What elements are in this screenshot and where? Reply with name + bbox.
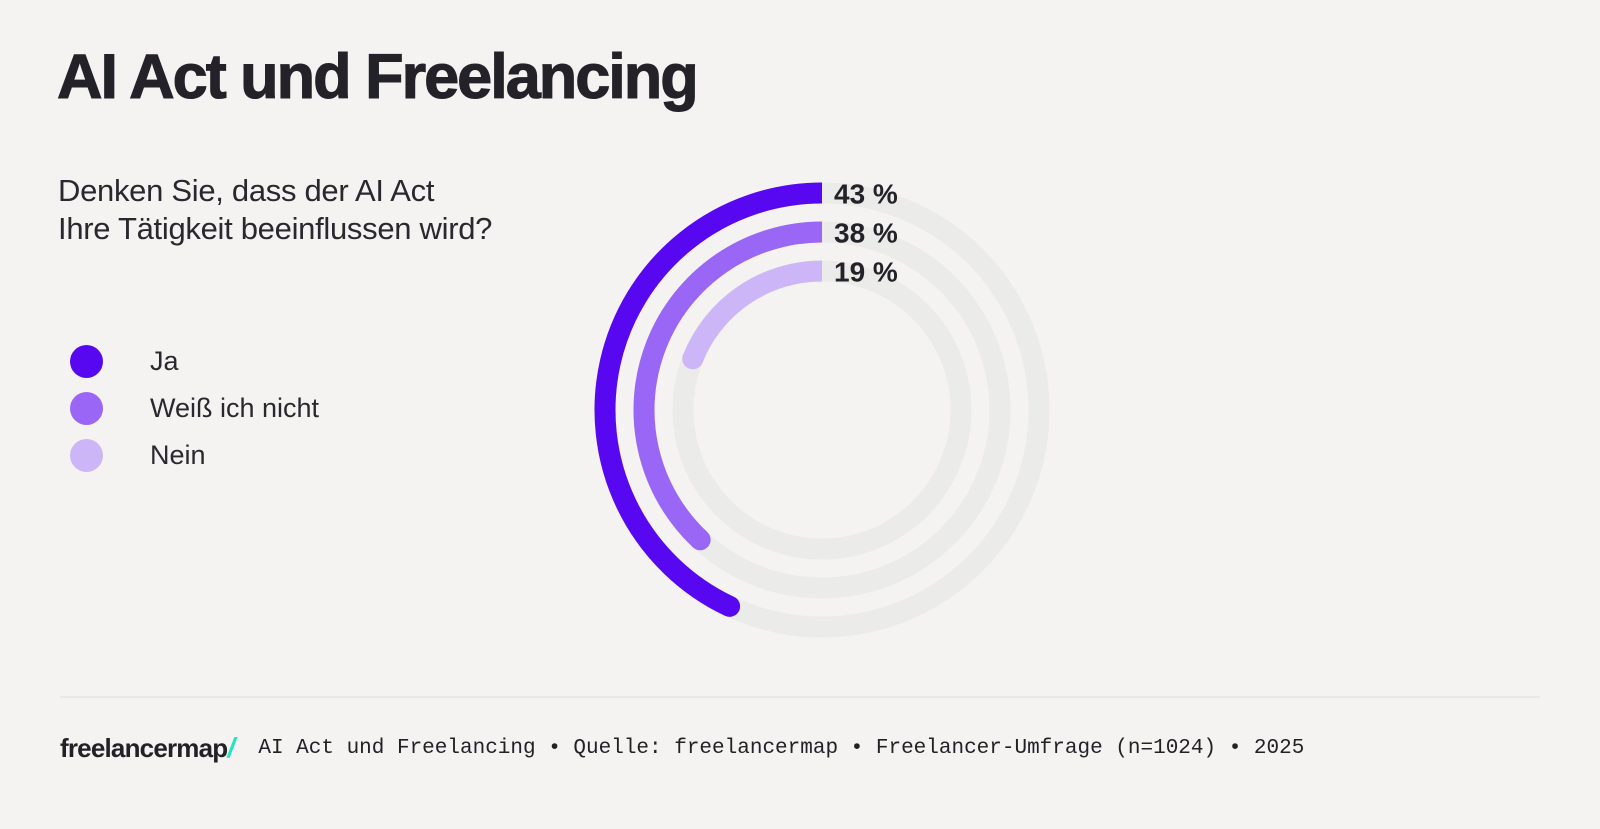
legend-dot	[70, 392, 103, 425]
legend-item: Nein	[70, 439, 319, 472]
freelancermap-logo: freelancermap/	[60, 732, 235, 764]
chart-value-label-ja: 43 %	[834, 179, 898, 210]
chart-arc-cap-wei-ich-nicht	[689, 529, 711, 551]
legend-item: Weiß ich nicht	[70, 392, 319, 425]
chart-value-label-nein: 19 %	[834, 257, 898, 288]
legend-item: Ja	[70, 345, 319, 378]
chart-arc-nein	[682, 260, 823, 363]
legend-label: Weiß ich nicht	[150, 393, 320, 423]
page-title: AI Act und Freelancing	[56, 42, 699, 112]
chart-arc-ja	[594, 182, 823, 616]
source-text: AI Act und Freelancing • Quelle: freelan…	[258, 736, 1305, 760]
chart-arc-cap-ja	[719, 595, 741, 617]
legend-dot	[70, 439, 103, 472]
logo-text: freelancermap	[60, 733, 228, 763]
survey-question: Denken Sie, dass der AI Act Ihre Tätigke…	[58, 172, 492, 248]
survey-question-line1: Denken Sie, dass der AI Act	[58, 173, 435, 208]
chart-legend: Ja Weiß ich nicht Nein	[70, 345, 319, 472]
radial-chart: 43 % 38 % 19 %	[594, 179, 1050, 638]
logo-slash-icon: /	[227, 732, 235, 763]
footer-divider	[60, 696, 1540, 698]
footer: freelancermap/ AI Act und Freelancing • …	[60, 728, 1304, 768]
chart-arc-cap-nein	[682, 348, 704, 370]
legend-dot	[70, 345, 103, 378]
chart-arc-wei-ich-nicht	[633, 221, 823, 548]
radial-chart-container: 43 % 38 % 19 %	[572, 160, 1072, 660]
legend-label: Ja	[150, 346, 179, 376]
survey-question-line2: Ihre Tätigkeit beeinflussen wird?	[58, 211, 493, 246]
chart-value-label-wei-ich-nicht: 38 %	[834, 218, 898, 249]
legend-label: Nein	[150, 440, 206, 470]
